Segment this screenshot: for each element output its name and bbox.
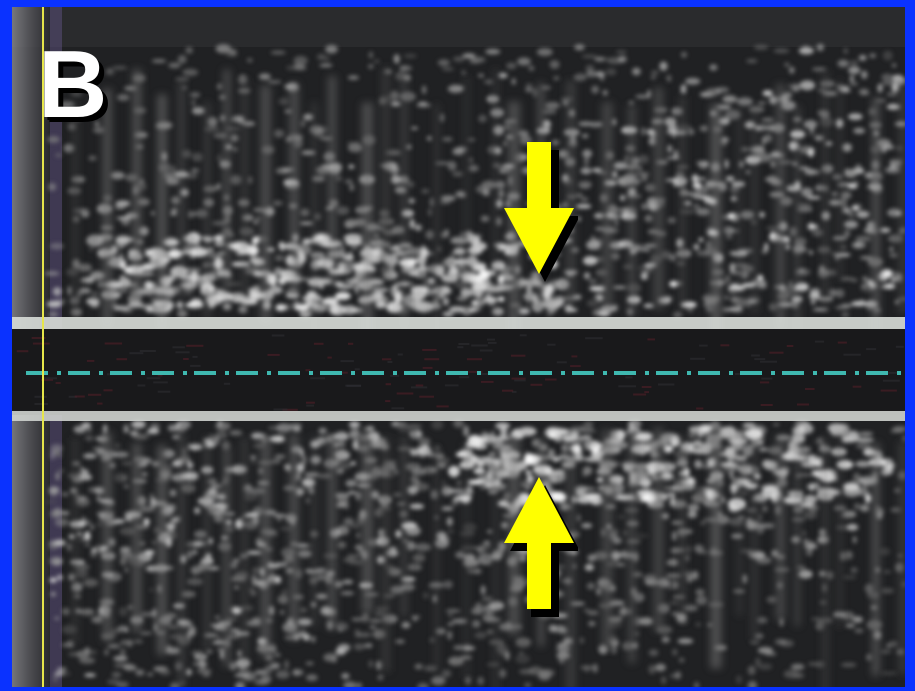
- panel-label: B: [38, 31, 108, 138]
- ultrasound-image: [12, 7, 905, 687]
- lower-wall-line: [12, 411, 905, 421]
- arrow-up-icon: [504, 477, 578, 617]
- centerline-dashes: [26, 371, 901, 375]
- ultrasound-panel: B: [12, 7, 905, 687]
- upper-wall-line: [12, 317, 905, 329]
- vertical-streaks: [72, 67, 905, 687]
- calibration-line: [42, 7, 44, 687]
- arrow-down-icon: [504, 142, 578, 282]
